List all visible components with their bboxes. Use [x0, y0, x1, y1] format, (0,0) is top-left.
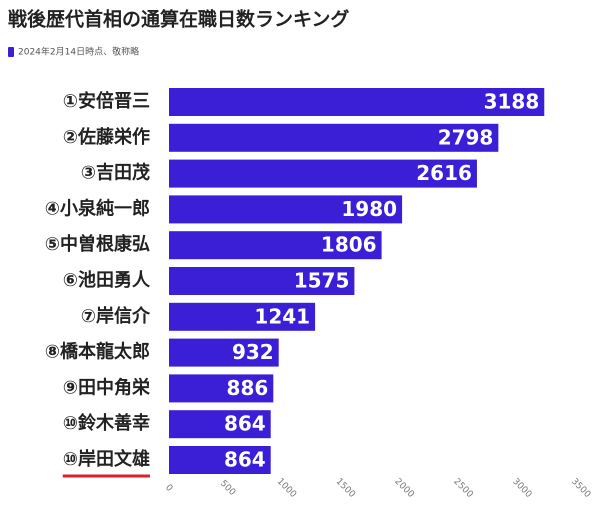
x-tick-label: 3500: [569, 477, 592, 500]
value-label: 886: [227, 376, 269, 400]
y-tick-label: ⑨田中角栄: [63, 376, 151, 398]
x-tick-label: 3000: [510, 477, 533, 500]
y-tick-label: ⑧橋本龍太郎: [45, 341, 150, 363]
value-label: 1241: [254, 304, 310, 328]
bar: [169, 267, 355, 295]
y-tick-label: ⑩岸田文雄: [63, 448, 150, 470]
x-tick-label: 0: [163, 483, 174, 494]
bar: [169, 195, 403, 224]
y-tick-label: ④小泉純一郎: [45, 197, 150, 219]
value-label: 864: [224, 448, 266, 472]
x-tick-label: 2000: [392, 477, 415, 500]
value-label: 864: [224, 412, 266, 436]
bar: [169, 338, 279, 367]
x-tick-label: 1500: [334, 477, 357, 500]
y-tick-label: ①安倍晋三: [63, 90, 150, 112]
y-tick-label: ⑥池田勇人: [63, 269, 151, 291]
value-label: 2616: [416, 161, 472, 185]
y-tick-label: ⑦岸信介: [81, 305, 151, 327]
bar: [169, 302, 316, 331]
bar: [169, 123, 499, 152]
legend-swatch: [8, 47, 14, 57]
bar: [169, 410, 271, 439]
y-tick-label: ②佐藤栄作: [63, 126, 150, 148]
bar: [169, 231, 382, 260]
bar: [169, 88, 545, 116]
value-label: 932: [232, 340, 274, 364]
y-tick-label: ③吉田茂: [81, 162, 150, 184]
bar: [169, 159, 477, 188]
chart-title: 戦後歴代首相の通算在職日数ランキング: [8, 8, 349, 31]
value-label: 3188: [484, 90, 540, 114]
x-tick-label: 500: [218, 479, 237, 498]
value-label: 1575: [294, 269, 350, 293]
x-tick-label: 1000: [275, 477, 298, 500]
x-tick-label: 2500: [451, 477, 474, 500]
value-label: 1980: [341, 197, 397, 221]
y-tick-label: ⑩鈴木善幸: [63, 412, 150, 434]
bar: [169, 374, 274, 403]
y-tick-label: ⑤中曽根康弘: [45, 233, 150, 255]
bar: [169, 446, 271, 474]
value-label: 2798: [438, 125, 494, 149]
legend-label: 2024年2月14日時点、敬称略: [18, 46, 139, 58]
value-label: 1806: [321, 233, 377, 257]
